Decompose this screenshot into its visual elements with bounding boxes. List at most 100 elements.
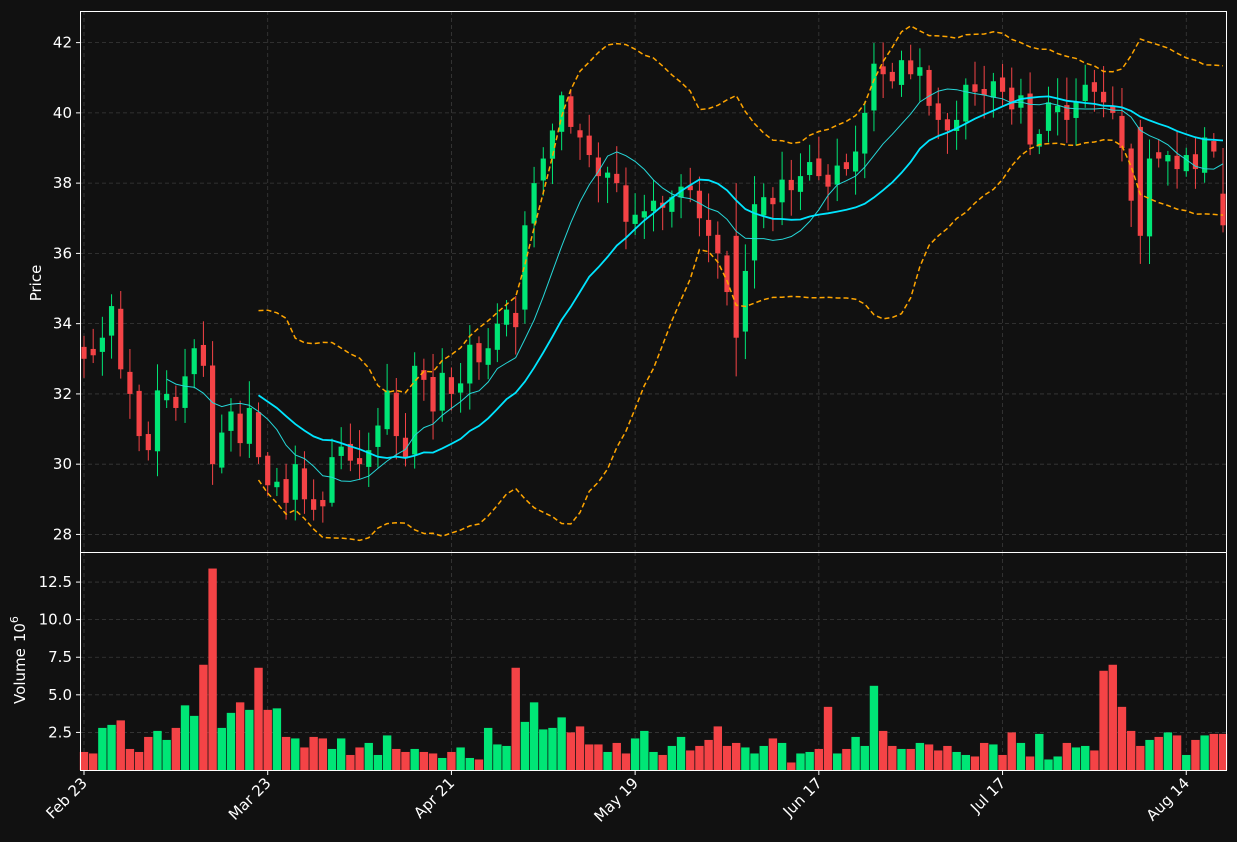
candle: [1073, 78, 1079, 146]
candle: [871, 43, 877, 132]
candle: [1202, 127, 1208, 183]
candle-body: [292, 464, 298, 500]
volume-bar: [906, 748, 915, 770]
candle-body: [623, 185, 629, 222]
volume-bar: [410, 748, 419, 770]
volume-bar: [630, 738, 640, 770]
price-tick-label: 28: [53, 525, 72, 543]
candle-body: [944, 119, 951, 131]
candle: [1146, 139, 1153, 265]
volume-bar: [1200, 735, 1209, 770]
candle-body: [917, 67, 923, 76]
candle-body: [1009, 87, 1015, 110]
volume-bar: [1099, 670, 1108, 770]
candle-body: [843, 162, 849, 170]
candle: [559, 91, 565, 151]
volume-bar: [575, 726, 585, 770]
volume-bar: [676, 736, 686, 770]
volume-panel: 2.5 5.0 7.5 10.0 12.5 Volume 106: [8, 552, 1228, 771]
volume-bar: [943, 745, 952, 770]
price-axis-label: Price: [27, 265, 45, 302]
candle-body: [145, 434, 151, 451]
candle: [531, 166, 537, 248]
volume-bar: [640, 730, 649, 770]
volume-bar: [989, 744, 998, 770]
candle-body: [237, 413, 243, 444]
candle: [898, 50, 905, 97]
candle: [1174, 131, 1180, 189]
candle-body: [908, 60, 914, 75]
candle: [779, 151, 785, 226]
volume-bar: [787, 762, 796, 770]
volume-bar: [438, 757, 447, 770]
candle-body: [1027, 93, 1033, 145]
volume-bar: [520, 721, 530, 770]
candle: [963, 78, 969, 140]
candle: [320, 491, 326, 523]
candle-body: [963, 84, 969, 122]
volume-bar: [263, 709, 272, 770]
candle-body: [439, 372, 445, 411]
volume-bar: [1081, 745, 1090, 770]
candle-body: [586, 135, 592, 156]
volume-bar: [557, 717, 566, 770]
candle-body: [1137, 126, 1143, 236]
volume-bar: [98, 727, 107, 770]
candle-body: [402, 437, 409, 458]
candle: [136, 384, 142, 452]
candle-body: [761, 197, 767, 216]
candle: [715, 221, 721, 279]
volume-bar: [245, 709, 254, 770]
volume-bar: [1136, 745, 1145, 770]
volume-axis-exponent: 6: [8, 616, 21, 623]
candle-body: [99, 337, 105, 352]
volume-bar: [934, 750, 943, 770]
candle-body: [779, 179, 785, 203]
candle-body: [549, 130, 556, 159]
candle-body: [816, 158, 822, 177]
candle-body: [356, 458, 363, 465]
volume-bar: [190, 715, 199, 770]
volume-bar: [621, 753, 631, 770]
volume-bar: [777, 742, 787, 770]
candle-body: [595, 157, 601, 177]
candle-body: [265, 455, 271, 486]
candle-body: [164, 393, 170, 401]
candle-body: [81, 346, 87, 359]
candle-body: [219, 432, 225, 468]
price-tick-label: 42: [53, 34, 72, 52]
volume-x-gridlines: [83, 552, 1187, 770]
price-tick-label: 30: [53, 455, 72, 473]
candle: [852, 125, 859, 195]
volume-bar: [327, 748, 337, 770]
volume-bar: [88, 753, 98, 770]
volume-bar: [823, 706, 833, 770]
candle: [1137, 119, 1143, 264]
candle-body: [1064, 105, 1070, 120]
candle-body: [687, 185, 693, 191]
volume-bar: [235, 702, 245, 770]
candle: [751, 176, 758, 289]
volume-bar: [1126, 730, 1136, 770]
volume-bar: [1007, 732, 1016, 770]
volume-bar: [1108, 664, 1117, 770]
volume-bar: [1044, 759, 1053, 770]
candle: [1165, 150, 1171, 186]
candle: [458, 363, 464, 413]
volume-bar: [833, 753, 842, 770]
volume-bar: [346, 754, 355, 770]
price-axis-ticks: 28 30 32 34 36 38 40 42: [53, 34, 81, 543]
candle-body: [788, 179, 794, 191]
volume-bar: [208, 568, 217, 770]
candle: [219, 414, 225, 474]
candle-body: [366, 450, 372, 467]
volume-bar: [217, 727, 226, 770]
candle: [889, 62, 895, 89]
volume-bar: [162, 739, 171, 770]
volume-bar: [566, 732, 576, 770]
volume-axes-frame: [80, 552, 1227, 771]
volume-bar: [888, 745, 897, 770]
volume-bar: [649, 751, 658, 770]
candle: [1156, 139, 1162, 168]
